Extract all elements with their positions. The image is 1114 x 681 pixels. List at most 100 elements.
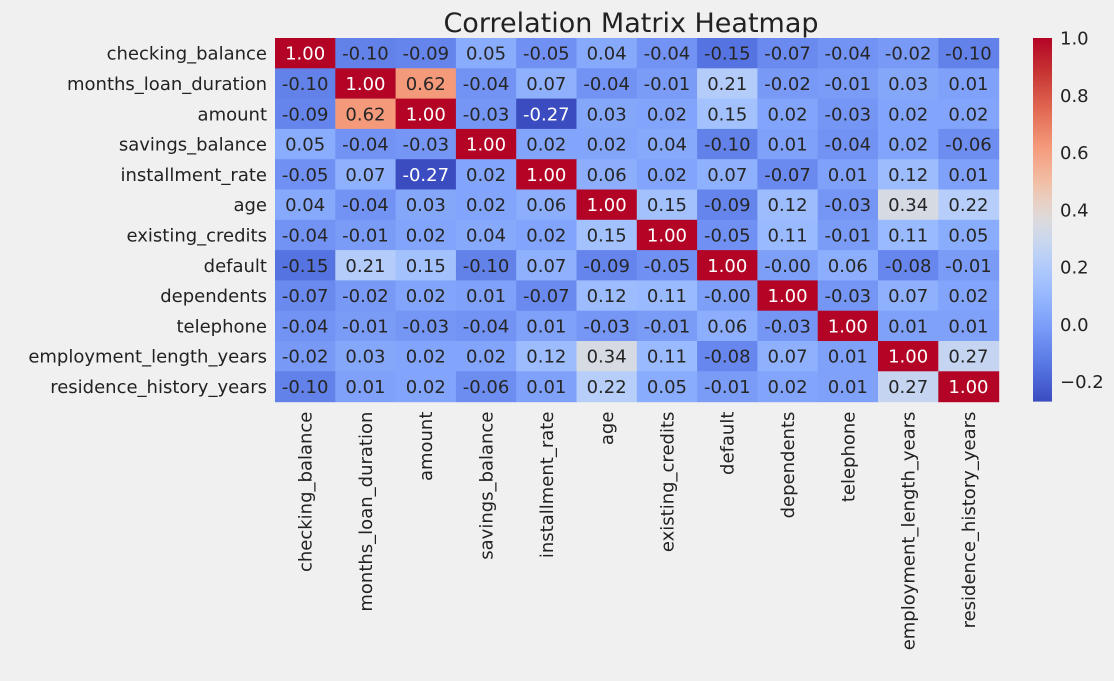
heatmap-cell bbox=[697, 189, 758, 221]
heatmap-cell-label: 0.01 bbox=[888, 316, 928, 337]
heatmap-cell-label: -0.05 bbox=[523, 44, 570, 65]
colorbar-tick-label: −0.2 bbox=[1060, 372, 1104, 393]
heatmap-cell bbox=[697, 38, 758, 69]
heatmap-cell-label: -0.10 bbox=[282, 74, 329, 95]
x-tick-label: telephone bbox=[838, 412, 859, 503]
heatmap-cell bbox=[576, 371, 638, 403]
heatmap-cell bbox=[395, 250, 457, 281]
heatmap-cell bbox=[335, 371, 397, 403]
heatmap-cell bbox=[516, 219, 578, 251]
heatmap-cell bbox=[817, 219, 879, 251]
heatmap-cell bbox=[516, 189, 578, 221]
heatmap-cell bbox=[395, 98, 457, 130]
y-tick-label: existing_credits bbox=[126, 225, 267, 246]
heatmap-cell bbox=[697, 68, 758, 100]
heatmap-cell-label: 0.62 bbox=[406, 74, 446, 95]
heatmap-cell-label: 0.02 bbox=[948, 286, 988, 307]
heatmap-cell bbox=[878, 280, 939, 312]
heatmap-cell bbox=[455, 38, 517, 69]
heatmap-cell-label: 0.02 bbox=[888, 104, 928, 125]
heatmap-cell-label: 0.04 bbox=[285, 195, 325, 216]
heatmap-cell bbox=[516, 310, 578, 342]
heatmap-cell-label: 0.01 bbox=[948, 74, 988, 95]
heatmap-cell-label: -0.07 bbox=[523, 286, 570, 307]
heatmap-cell-label: -0.02 bbox=[764, 74, 811, 95]
heatmap-cell-label: -0.02 bbox=[282, 347, 329, 368]
heatmap-cell bbox=[697, 250, 758, 281]
heatmap-cell-label: -0.04 bbox=[463, 316, 510, 337]
x-tick-labels: checking_balance months_loan_duration amou… bbox=[296, 412, 980, 651]
heatmap-cell bbox=[275, 128, 336, 160]
heatmap-cell bbox=[395, 68, 457, 100]
colorbar-tick-label: 0.6 bbox=[1060, 143, 1089, 164]
y-tick-label: default bbox=[204, 256, 267, 277]
heatmap-cell bbox=[878, 68, 939, 100]
heatmap-cell-label: -0.03 bbox=[583, 316, 630, 337]
heatmap-cell-label: 0.12 bbox=[768, 195, 808, 216]
heatmap-cell-label: -0.07 bbox=[764, 165, 811, 186]
heatmap-cell bbox=[335, 98, 397, 130]
heatmap-cell-label: 0.02 bbox=[526, 135, 566, 156]
heatmap-cell bbox=[395, 341, 457, 372]
heatmap-cell-label: 0.07 bbox=[526, 74, 566, 95]
heatmap-cell-label: -0.07 bbox=[282, 286, 329, 307]
heatmap-cell bbox=[817, 250, 879, 281]
heatmap-cell-label: 1.00 bbox=[948, 377, 988, 398]
heatmap-cell bbox=[757, 371, 819, 403]
x-tick-label: months_loan_duration bbox=[356, 412, 377, 612]
heatmap-cell-label: -0.10 bbox=[704, 135, 751, 156]
heatmap-cell-label: -0.04 bbox=[342, 135, 389, 156]
y-tick-label: months_loan_duration bbox=[67, 74, 267, 95]
heatmap-cell-label: 0.03 bbox=[888, 74, 928, 95]
heatmap-cell bbox=[878, 128, 939, 160]
heatmap-cell bbox=[938, 68, 1000, 100]
heatmap-cell bbox=[757, 341, 819, 372]
heatmap-cell bbox=[817, 310, 879, 342]
heatmap-cell bbox=[576, 341, 638, 372]
heatmap-cell-label: -0.09 bbox=[282, 104, 329, 125]
heatmap-cell bbox=[878, 341, 939, 372]
heatmap-cell bbox=[335, 189, 397, 221]
heatmap-cell bbox=[275, 371, 336, 403]
heatmap-cell-label: -0.08 bbox=[885, 256, 932, 277]
heatmap-cell-label: 0.01 bbox=[828, 377, 868, 398]
heatmap-cell bbox=[275, 310, 336, 342]
x-tick-label: default bbox=[718, 412, 739, 475]
y-tick-label: checking_balance bbox=[107, 44, 267, 65]
heatmap-cell-label: 1.00 bbox=[466, 135, 506, 156]
heatmap-cell bbox=[335, 159, 397, 191]
heatmap-cell-label: 1.00 bbox=[406, 104, 446, 125]
heatmap-cell-label: 0.01 bbox=[768, 135, 808, 156]
heatmap-cell bbox=[395, 128, 457, 160]
x-tick-label: dependents bbox=[778, 412, 799, 519]
heatmap-cell-label: 0.04 bbox=[466, 225, 506, 246]
heatmap-cell-label: -0.06 bbox=[945, 135, 992, 156]
heatmap-cell bbox=[636, 189, 698, 221]
heatmap-cell-label: 0.02 bbox=[466, 165, 506, 186]
heatmap-cell bbox=[878, 219, 939, 251]
heatmap-cell-label: -0.03 bbox=[764, 316, 811, 337]
heatmap-cell-label: 1.00 bbox=[526, 165, 566, 186]
heatmap-cell-label: 0.11 bbox=[888, 225, 928, 246]
y-tick-label: savings_balance bbox=[119, 135, 267, 156]
heatmap-cell bbox=[757, 219, 819, 251]
heatmap-cell bbox=[636, 38, 698, 69]
heatmap-cell bbox=[757, 310, 819, 342]
heatmap-cell-label: 0.06 bbox=[828, 256, 868, 277]
heatmap-cell-label: 0.02 bbox=[768, 104, 808, 125]
colorbar-tick-label: 0.0 bbox=[1060, 315, 1089, 336]
heatmap-cell-label: -0.04 bbox=[282, 225, 329, 246]
heatmap-cell-label: 0.12 bbox=[888, 165, 928, 186]
heatmap-cell-label: 0.02 bbox=[406, 377, 446, 398]
heatmap-cell-label: -0.09 bbox=[704, 195, 751, 216]
heatmap-cell bbox=[395, 310, 457, 342]
heatmap-cell-label: -0.03 bbox=[825, 104, 872, 125]
heatmap-cell-label: 1.00 bbox=[828, 316, 868, 337]
heatmap-cell bbox=[757, 250, 819, 281]
heatmap-cell bbox=[817, 280, 879, 312]
heatmap-cell bbox=[757, 159, 819, 191]
heatmap-cell bbox=[455, 310, 517, 342]
y-tick-label: amount bbox=[198, 104, 267, 125]
heatmap-cell-label: -0.05 bbox=[644, 256, 691, 277]
heatmap-cell bbox=[817, 68, 879, 100]
